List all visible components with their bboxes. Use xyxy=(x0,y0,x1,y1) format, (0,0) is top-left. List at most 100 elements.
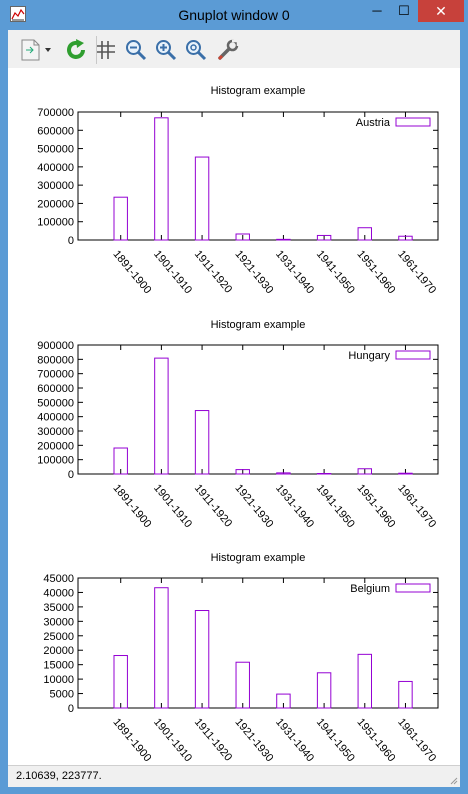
options-wrench-icon[interactable] xyxy=(216,38,240,62)
resize-grip-icon[interactable] xyxy=(448,775,458,785)
x-tick-label: 1891-1900 xyxy=(110,716,153,764)
bar xyxy=(276,693,291,709)
x-tick-label: 1921-1930 xyxy=(232,248,275,296)
legend-label: Hungary xyxy=(348,350,390,362)
window-title: Gnuplot window 0 xyxy=(178,7,290,23)
x-tick-label: 1921-1930 xyxy=(232,716,275,764)
bar xyxy=(113,447,128,475)
mouse-coordinates-readout: 2.10639, 223777. xyxy=(16,770,102,782)
legend-swatch xyxy=(395,583,431,593)
y-tick-label: 500000 xyxy=(37,144,74,156)
x-tick-label: 1931-1940 xyxy=(273,716,316,764)
y-tick-label: 20000 xyxy=(43,645,74,657)
legend-swatch xyxy=(395,350,431,360)
y-tick-label: 40000 xyxy=(43,587,74,599)
bar xyxy=(235,661,250,709)
gnuplot-app-icon[interactable] xyxy=(10,6,26,22)
bar xyxy=(316,234,332,241)
bar xyxy=(357,227,372,241)
x-tick-label: 1921-1930 xyxy=(232,482,275,530)
y-tick-label: 700000 xyxy=(37,107,74,119)
x-tick-label: 1911-1920 xyxy=(192,248,234,295)
x-tick-label: 1961-1970 xyxy=(395,716,438,764)
y-tick-label: 45000 xyxy=(43,573,74,585)
plot-border xyxy=(77,344,439,475)
plot-border xyxy=(77,111,439,241)
bar xyxy=(398,680,413,709)
y-tick-label: 100000 xyxy=(37,455,74,467)
bar xyxy=(113,196,128,241)
x-tick-label: 1911-1920 xyxy=(192,716,234,763)
y-tick-label: 300000 xyxy=(37,180,74,192)
bar xyxy=(235,233,250,241)
plot-area: Histogram example01000002000003000004000… xyxy=(37,85,439,764)
unzoom-icon[interactable] xyxy=(184,38,208,62)
y-tick-label: 500000 xyxy=(37,397,74,409)
bar xyxy=(357,468,372,475)
bar xyxy=(194,410,210,475)
chart-title: Histogram example xyxy=(211,85,306,97)
x-tick-label: 1941-1950 xyxy=(314,716,357,764)
plot-border xyxy=(77,577,439,709)
legend-swatch xyxy=(395,117,431,127)
toolbar xyxy=(8,30,460,69)
toolbar-separator xyxy=(96,36,97,64)
x-tick-label: 1931-1940 xyxy=(273,248,316,296)
bar xyxy=(154,357,169,475)
x-tick-label: 1931-1940 xyxy=(273,482,316,530)
bar xyxy=(194,156,210,241)
zoom-next-icon[interactable] xyxy=(154,38,178,62)
x-tick-label: 1901-1910 xyxy=(151,482,194,530)
x-tick-label: 1951-1960 xyxy=(354,716,397,764)
maximize-button[interactable]: ☐ xyxy=(398,3,410,18)
chart-title: Histogram example xyxy=(211,552,306,564)
bar xyxy=(235,469,250,475)
x-tick-label: 1891-1900 xyxy=(110,482,153,530)
y-tick-label: 700000 xyxy=(37,369,74,381)
grid-icon[interactable] xyxy=(94,38,118,62)
title-bar[interactable]: Gnuplot window 0 ─ ☐ ✕ xyxy=(0,0,468,30)
y-tick-label: 15000 xyxy=(43,660,74,672)
bar xyxy=(316,672,332,709)
y-tick-label: 200000 xyxy=(37,198,74,210)
x-tick-label: 1901-1910 xyxy=(151,716,194,764)
bar xyxy=(357,653,372,709)
y-tick-label: 100000 xyxy=(37,217,74,229)
y-tick-label: 600000 xyxy=(37,125,74,137)
x-tick-label: 1941-1950 xyxy=(314,248,357,296)
bar xyxy=(154,117,169,241)
x-tick-label: 1951-1960 xyxy=(354,248,397,296)
x-tick-label: 1961-1970 xyxy=(395,248,438,296)
y-tick-label: 30000 xyxy=(43,616,74,628)
y-tick-label: 200000 xyxy=(37,440,74,452)
y-tick-label: 35000 xyxy=(43,602,74,614)
plot-canvas[interactable]: Histogram example 0 100000 200000 300000 4000… xyxy=(8,68,460,765)
legend-label: Belgium xyxy=(350,583,390,595)
copy-print-menu-icon[interactable] xyxy=(18,38,54,62)
bar xyxy=(194,610,210,709)
replot-icon[interactable] xyxy=(64,38,88,62)
y-tick-label: 800000 xyxy=(37,354,74,366)
zoom-previous-icon[interactable] xyxy=(124,38,148,62)
y-tick-label: 900000 xyxy=(37,340,74,352)
close-button[interactable]: ✕ xyxy=(418,0,464,22)
minimize-button[interactable]: ─ xyxy=(372,3,382,18)
y-tick-label: 10000 xyxy=(43,674,74,686)
x-tick-label: 1961-1970 xyxy=(395,482,438,530)
bar xyxy=(398,472,413,475)
y-tick-label: 25000 xyxy=(43,631,74,643)
y-tick-label: 400000 xyxy=(37,412,74,424)
legend-label: Austria xyxy=(356,117,391,129)
x-tick-label: 1941-1950 xyxy=(314,482,357,530)
x-tick-label: 1911-1920 xyxy=(192,482,234,529)
x-tick-label: 1891-1900 xyxy=(110,248,153,296)
x-tick-label: 1901-1910 xyxy=(151,248,194,296)
x-tick-label: 1951-1960 xyxy=(354,482,397,530)
bar xyxy=(276,238,291,241)
bar xyxy=(276,472,291,475)
bar xyxy=(113,655,128,709)
y-tick-label: 300000 xyxy=(37,426,74,438)
y-tick-label: 5000 xyxy=(50,689,74,701)
bar xyxy=(154,587,169,709)
